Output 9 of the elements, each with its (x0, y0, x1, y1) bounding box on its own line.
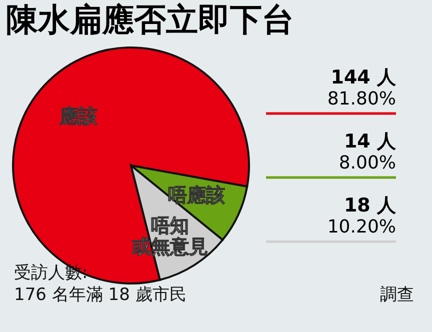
slice-label: 唔應該 (168, 184, 225, 207)
text: 18 人 10.20% (327, 194, 396, 238)
text: 176 名年滿 18 歲市民 (14, 285, 186, 305)
slice-label: 應該 (58, 105, 98, 128)
text: 14 人 8.00% (338, 130, 396, 174)
chart-title: 陳水扁應否立即下台 (6, 0, 294, 38)
text: 144 人 81.80% (327, 66, 396, 110)
text: 調查 (380, 284, 414, 306)
pie-slice (12, 46, 250, 284)
